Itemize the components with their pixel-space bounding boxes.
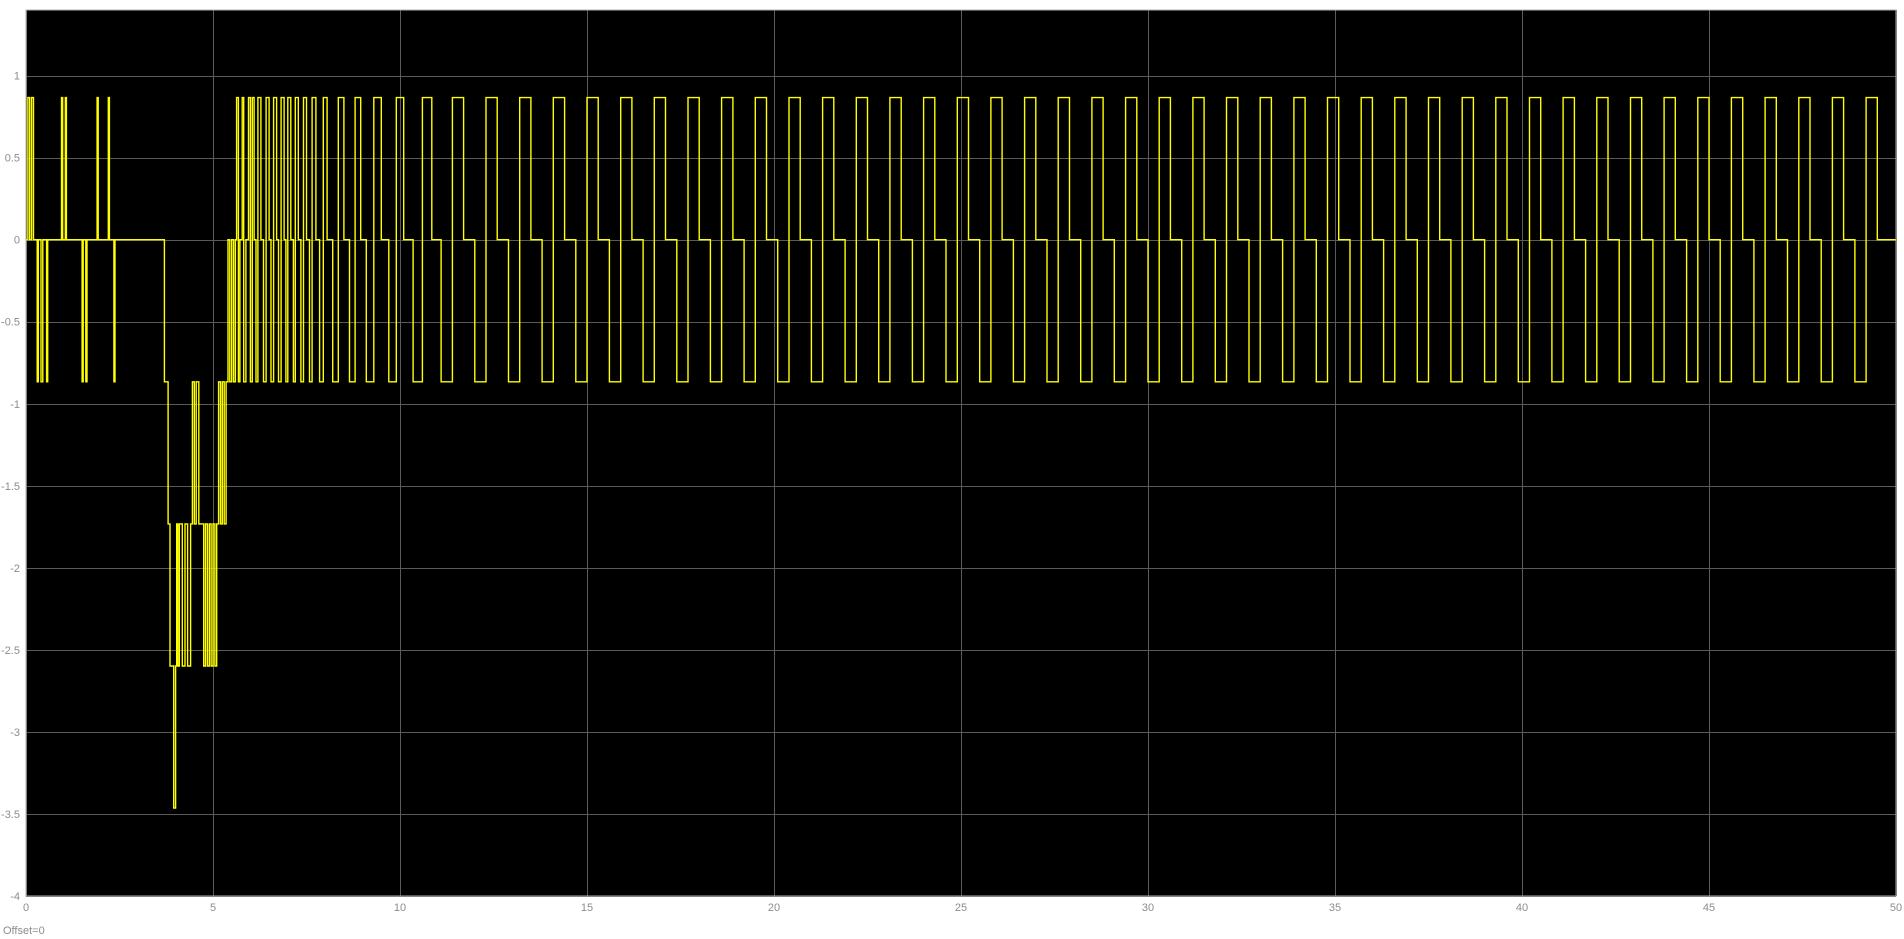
y-tick-label: 0.5 — [5, 153, 20, 165]
x-tick-label: 10 — [394, 902, 406, 914]
y-tick-label: -1.5 — [1, 481, 20, 493]
y-tick-label: -4 — [10, 891, 20, 903]
x-tick-label: 15 — [581, 902, 593, 914]
x-tick-label: 35 — [1329, 902, 1341, 914]
y-tick-labels: 1 0.5 0 -0.5 -1 -1.5 -2 -2.5 -3 -3.5 -4 — [1, 71, 20, 903]
y-tick-label: -2 — [10, 563, 20, 575]
y-tick-label: -0.5 — [1, 317, 20, 329]
x-tick-label: 30 — [1142, 902, 1154, 914]
x-tick-label: 20 — [768, 902, 780, 914]
x-tick-label: 50 — [1890, 902, 1902, 914]
y-tick-label: 0 — [14, 235, 20, 247]
x-tick-label: 45 — [1703, 902, 1715, 914]
y-tick-label: -2.5 — [1, 645, 20, 657]
x-tick-label: 40 — [1516, 902, 1528, 914]
y-tick-label: -3.5 — [1, 809, 20, 821]
time-offset-label: Offset=0 — [3, 925, 45, 937]
x-tick-label: 25 — [955, 902, 967, 914]
y-tick-label: -1 — [10, 399, 20, 411]
signal-trace — [26, 96, 1896, 809]
axes-frame — [25, 9, 1897, 897]
y-tick-label: -3 — [10, 727, 20, 739]
x-tick-labels: 0 5 10 15 20 25 30 35 40 45 50 — [23, 902, 1902, 914]
signal-layer — [26, 96, 1896, 809]
x-tick-label: 5 — [210, 902, 216, 914]
y-tick-label: 1 — [14, 71, 20, 83]
x-tick-label: 0 — [23, 902, 29, 914]
